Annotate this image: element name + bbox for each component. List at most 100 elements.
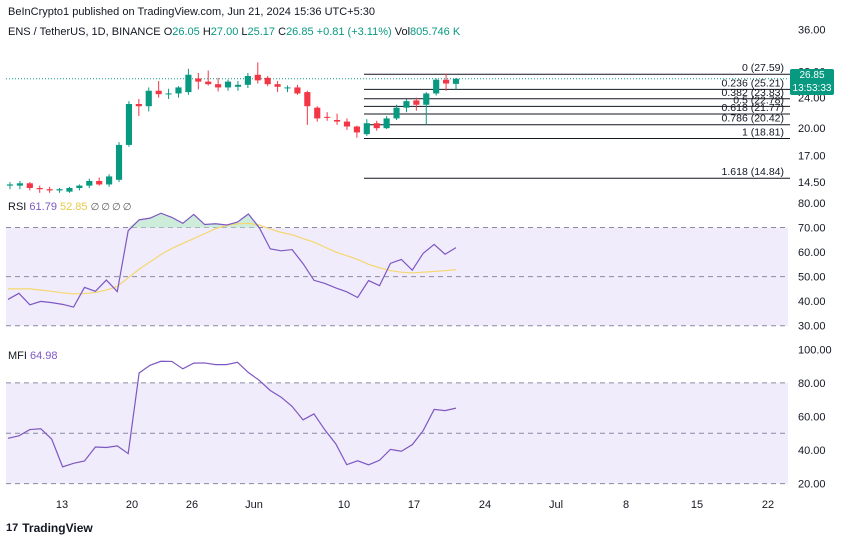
rsi-legend[interactable]: RSI 61.79 52.85 ∅∅∅∅ <box>8 201 133 213</box>
candle-body <box>125 104 133 145</box>
candle-body <box>264 77 271 85</box>
candle-body <box>16 183 23 186</box>
fib-level-label: 0.382 (23.83) <box>722 87 784 99</box>
fib-level-label: 0 (27.59) <box>742 62 784 74</box>
candle-body <box>115 144 123 180</box>
rsi-overbought-fill <box>8 213 456 228</box>
mfi-axis-label: 60.00 <box>798 411 826 423</box>
candle-body <box>96 180 103 185</box>
candle-body <box>423 93 430 105</box>
rsi-ma-line <box>8 222 457 295</box>
x-tick-label: Jun <box>245 499 263 511</box>
mfi-value: 64.98 <box>30 350 58 362</box>
candle-body <box>343 121 351 127</box>
rsi-line <box>7 212 457 308</box>
close-label: C <box>278 26 287 38</box>
mfi-axis-label: 20.00 <box>798 479 826 491</box>
volume-label: Vol <box>394 26 411 38</box>
low-value: 25.17 <box>247 26 276 38</box>
open-label: O <box>163 26 173 38</box>
symbol-name[interactable]: ENS / TetherUS, 1D, BINANCE <box>8 26 161 38</box>
high-label: H <box>202 26 211 38</box>
brand-name: TradingView <box>22 521 93 535</box>
mfi-axis-label: 100.00 <box>798 344 832 356</box>
fib-level-label: 1.618 (14.84) <box>722 166 784 178</box>
candle-body <box>443 79 450 84</box>
close-value: 26.85 <box>286 26 314 38</box>
high-value: 27.00 <box>210 26 239 38</box>
candle-body <box>284 87 291 89</box>
price-axis-label: 24.00 <box>798 93 826 105</box>
tradingview-brand[interactable]: 17 TradingView <box>6 521 93 535</box>
fib-level-label: 0.5 (22.78) <box>733 94 784 106</box>
x-tick-label: Jul <box>549 499 563 511</box>
candle-body <box>86 180 93 186</box>
tradingview-logo-icon: 17 <box>6 522 19 534</box>
candle-body <box>383 118 390 129</box>
candle-body <box>254 74 261 81</box>
x-tick-label: 26 <box>186 499 198 511</box>
low-label: L <box>241 26 248 38</box>
open-value: 26.05 <box>172 26 200 38</box>
candle-body <box>26 183 33 188</box>
candle-body <box>314 107 321 119</box>
rsi-axis-label: 40.00 <box>798 296 826 308</box>
fib-level-label: 0.618 (21.77) <box>722 102 784 114</box>
candle-body <box>165 93 172 95</box>
x-tick-label: 13 <box>56 499 68 511</box>
candle-body <box>373 123 380 129</box>
candle-body <box>333 119 341 122</box>
candle-body <box>46 189 53 191</box>
rsi-axis-label: 50.00 <box>798 272 826 284</box>
candle-body <box>145 90 152 107</box>
fib-level-label: 1 (18.81) <box>742 126 784 138</box>
candle-body <box>403 101 410 108</box>
mfi-axis-label: 40.00 <box>798 445 826 457</box>
candle-body <box>155 90 162 95</box>
candle-body <box>244 75 251 85</box>
candle-body <box>393 107 400 119</box>
symbol-legend: ENS / TetherUS, 1D, BINANCE O26.05 H27.0… <box>8 26 460 38</box>
price-axis-label: 14.50 <box>798 177 826 189</box>
rsi-axis-label: 80.00 <box>798 198 826 210</box>
candle-body <box>135 104 142 107</box>
last-price-value: 26.85 <box>799 70 825 81</box>
x-tick-label: 8 <box>623 499 629 511</box>
price-axis-label: 36.00 <box>798 25 826 37</box>
candle-body <box>274 84 281 87</box>
candle-body <box>106 176 113 185</box>
candle-body <box>76 185 83 188</box>
candle-body <box>224 81 232 88</box>
candle-body <box>175 87 182 94</box>
mfi-label: MFI <box>8 350 27 362</box>
change-value: +0.81 (+3.11%) <box>316 26 392 38</box>
x-tick-label: 22 <box>762 499 774 511</box>
x-tick-label: 15 <box>691 499 703 511</box>
rsi-ma-value: 52.85 <box>60 201 88 213</box>
x-tick-label: 24 <box>479 499 491 511</box>
price-axis-label: 17.00 <box>798 150 826 162</box>
volume-value: 805.746 K <box>410 26 461 38</box>
candle-body <box>195 78 202 82</box>
candle-body <box>324 116 331 118</box>
rsi-axis-label: 30.00 <box>798 321 826 333</box>
mfi-legend[interactable]: MFI 64.98 <box>8 350 58 362</box>
candle-body <box>452 78 460 84</box>
price-axis-label: 20.00 <box>798 123 826 135</box>
last-price-tag: 26.85 13:53:33 <box>790 69 834 95</box>
candle-body <box>294 87 301 94</box>
candle-body <box>363 123 370 135</box>
mfi-line <box>7 360 457 468</box>
candle-body <box>36 188 43 190</box>
rsi-label: RSI <box>8 201 27 213</box>
candle-body <box>433 79 440 94</box>
candle-body <box>353 126 360 133</box>
fib-level-label: 0.236 (25.21) <box>722 77 784 89</box>
rsi-axis-label: 60.00 <box>798 247 826 259</box>
candle-body <box>413 100 420 105</box>
candle-body <box>66 188 73 192</box>
candle-body <box>56 189 63 191</box>
rsi-axis-label: 70.00 <box>798 222 826 234</box>
candle-body <box>205 81 212 85</box>
